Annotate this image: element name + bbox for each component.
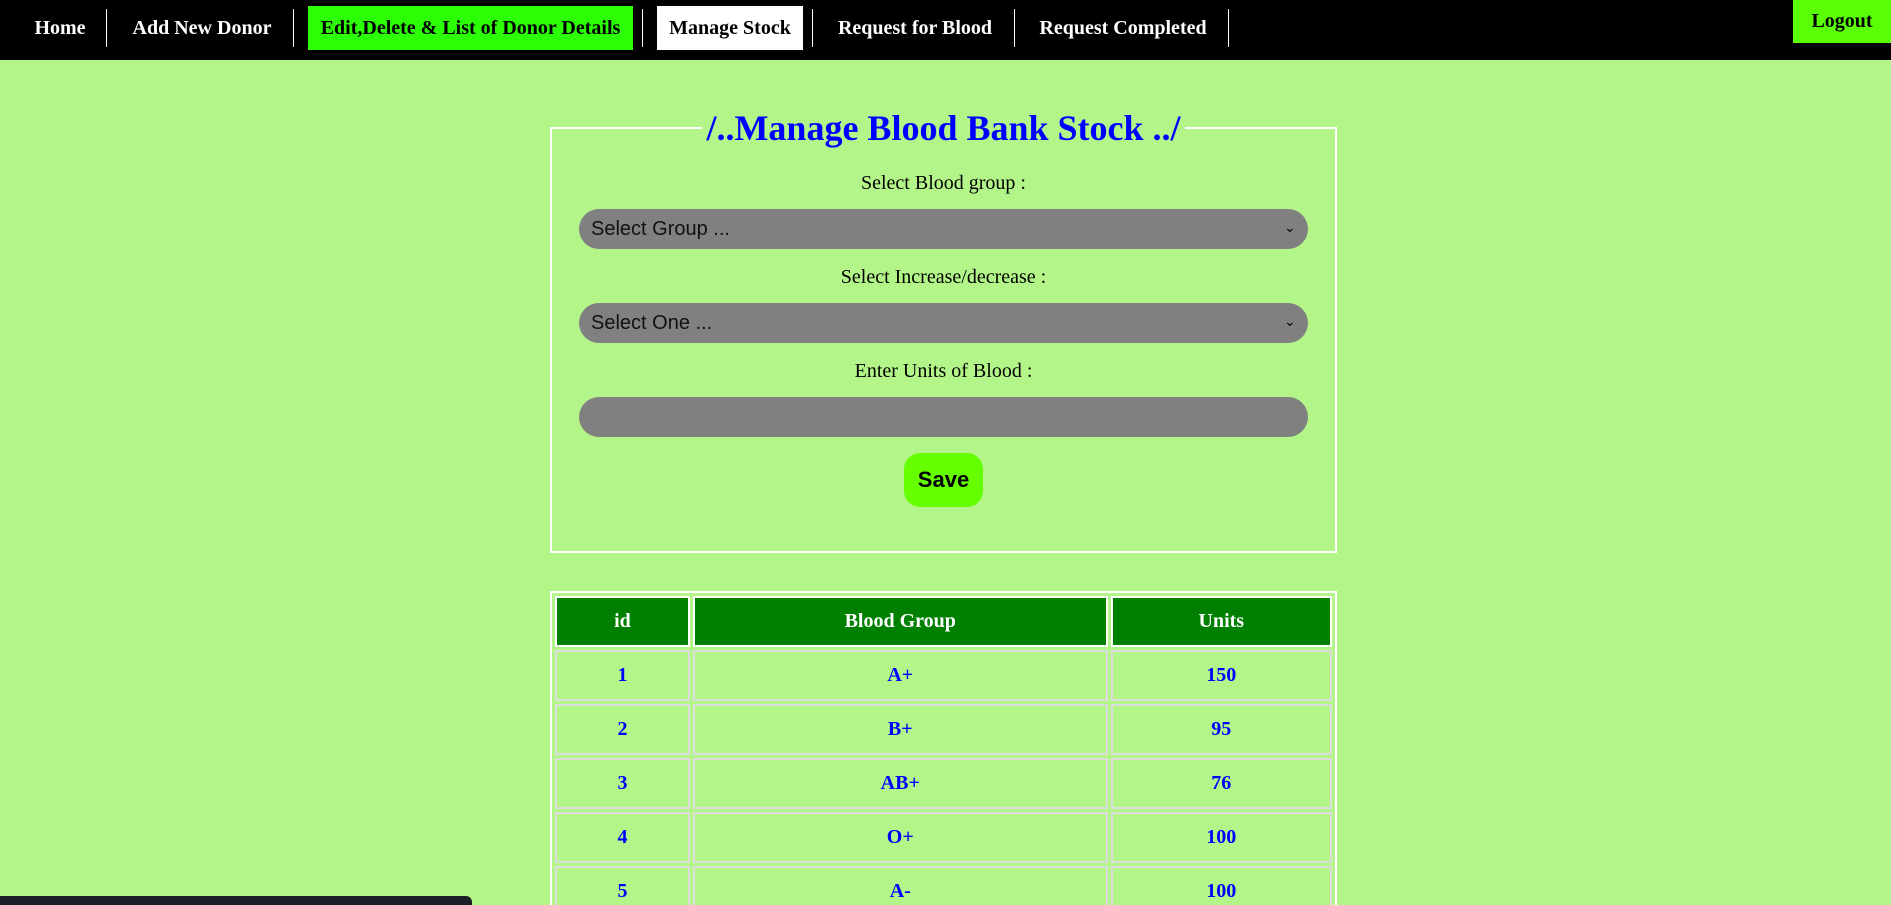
cell-id: 2 <box>555 704 690 755</box>
blood-group-selected-value: Select Group ... <box>591 217 730 240</box>
bottom-overlay-bar <box>0 896 472 905</box>
cell-id: 5 <box>555 866 690 905</box>
nav-home[interactable]: Home <box>34 16 86 39</box>
cell-units: 76 <box>1110 758 1332 809</box>
nav-divider <box>812 9 813 47</box>
nav-add-donor[interactable]: Add New Donor <box>132 16 272 39</box>
table-row: 4 O+ 100 <box>555 812 1332 863</box>
save-button[interactable]: Save <box>904 453 983 507</box>
blood-group-select[interactable]: Select Group ... ⌄ <box>579 209 1308 249</box>
cell-blood-group: A- <box>692 866 1108 905</box>
table-row: 1 A+ 150 <box>555 650 1332 701</box>
table-row: 3 AB+ 76 <box>555 758 1332 809</box>
chevron-down-icon: ⌄ <box>1284 219 1296 235</box>
logout-button[interactable]: Logout <box>1793 0 1891 43</box>
nav-divider <box>293 9 294 47</box>
nav-divider <box>1014 9 1015 47</box>
nav-manage-stock[interactable]: Manage Stock <box>657 6 803 50</box>
top-navbar: Home Add New Donor Edit,Delete & List of… <box>0 0 1891 60</box>
cell-units: 100 <box>1110 812 1332 863</box>
change-type-label: Select Increase/decrease : <box>840 266 1047 288</box>
increase-decrease-select[interactable]: Select One ... ⌄ <box>579 303 1308 343</box>
nav-divider <box>1228 9 1229 47</box>
nav-edit-list-donors[interactable]: Edit,Delete & List of Donor Details <box>308 6 633 50</box>
manage-stock-form: /..Manage Blood Bank Stock ../ <box>550 110 1337 553</box>
form-title: /..Manage Blood Bank Stock ../ <box>706 108 1181 148</box>
nav-request-completed[interactable]: Request Completed <box>1039 16 1207 39</box>
cell-id: 1 <box>555 650 690 701</box>
table-row: 5 A- 100 <box>555 866 1332 905</box>
blood-stock-table: id Blood Group Units 1 A+ 150 2 B+ 95 3 … <box>550 591 1337 905</box>
blood-group-label: Select Blood group : <box>861 172 1026 194</box>
cell-blood-group: B+ <box>692 704 1108 755</box>
cell-blood-group: AB+ <box>692 758 1108 809</box>
nav-request-blood[interactable]: Request for Blood <box>837 16 993 39</box>
table-header-row: id Blood Group Units <box>555 596 1332 647</box>
chevron-down-icon: ⌄ <box>1284 313 1296 329</box>
cell-id: 4 <box>555 812 690 863</box>
change-type-selected-value: Select One ... <box>591 311 713 334</box>
cell-units: 95 <box>1110 704 1332 755</box>
cell-blood-group: O+ <box>692 812 1108 863</box>
cell-units: 150 <box>1110 650 1332 701</box>
units-input[interactable] <box>579 397 1308 437</box>
cell-units: 100 <box>1110 866 1332 905</box>
nav-divider <box>106 9 107 47</box>
units-label: Enter Units of Blood : <box>854 360 1033 382</box>
column-header-id: id <box>555 596 690 647</box>
cell-blood-group: A+ <box>692 650 1108 701</box>
nav-divider <box>642 9 643 47</box>
column-header-units: Units <box>1110 596 1332 647</box>
table-row: 2 B+ 95 <box>555 704 1332 755</box>
cell-id: 3 <box>555 758 690 809</box>
column-header-blood-group: Blood Group <box>692 596 1108 647</box>
